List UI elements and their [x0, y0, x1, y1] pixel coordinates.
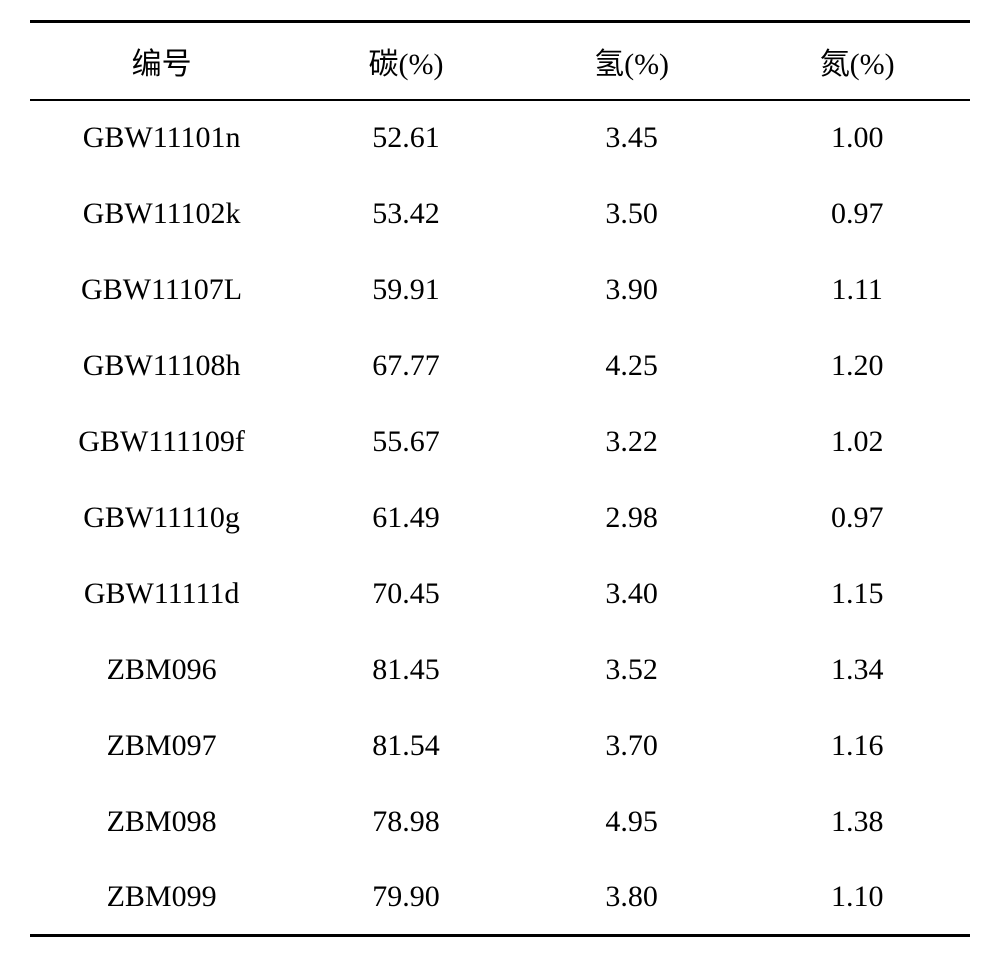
cell-id: ZBM098 [30, 784, 293, 860]
data-table: 编号 碳(%) 氢(%) 氮(%) GBW11101n 52.61 3.45 1… [30, 20, 970, 937]
table-row: GBW11108h 67.77 4.25 1.20 [30, 328, 970, 404]
col-header-hydrogen: 氢(%) [519, 22, 745, 100]
cell-id: ZBM096 [30, 632, 293, 708]
col-header-id: 编号 [30, 22, 293, 100]
cell-id: GBW111109f [30, 404, 293, 480]
cell-hydrogen: 3.70 [519, 708, 745, 784]
cell-hydrogen: 3.80 [519, 860, 745, 936]
table-row: GBW11102k 53.42 3.50 0.97 [30, 176, 970, 252]
cell-nitrogen: 0.97 [744, 176, 970, 252]
table-row: GBW111109f 55.67 3.22 1.02 [30, 404, 970, 480]
table-head: 编号 碳(%) 氢(%) 氮(%) [30, 22, 970, 100]
cell-id: ZBM097 [30, 708, 293, 784]
cell-nitrogen: 1.20 [744, 328, 970, 404]
cell-hydrogen: 3.52 [519, 632, 745, 708]
cell-id: GBW11110g [30, 480, 293, 556]
cell-carbon: 61.49 [293, 480, 519, 556]
cell-nitrogen: 1.02 [744, 404, 970, 480]
cell-id: GBW11102k [30, 176, 293, 252]
cell-carbon: 79.90 [293, 860, 519, 936]
cell-nitrogen: 1.38 [744, 784, 970, 860]
cell-hydrogen: 3.50 [519, 176, 745, 252]
cell-id: GBW11108h [30, 328, 293, 404]
cell-carbon: 53.42 [293, 176, 519, 252]
table-row: ZBM098 78.98 4.95 1.38 [30, 784, 970, 860]
cell-hydrogen: 2.98 [519, 480, 745, 556]
data-table-container: 编号 碳(%) 氢(%) 氮(%) GBW11101n 52.61 3.45 1… [30, 20, 970, 937]
table-row: ZBM097 81.54 3.70 1.16 [30, 708, 970, 784]
table-row: GBW11111d 70.45 3.40 1.15 [30, 556, 970, 632]
table-row: ZBM099 79.90 3.80 1.10 [30, 860, 970, 936]
table-row: ZBM096 81.45 3.52 1.34 [30, 632, 970, 708]
cell-nitrogen: 1.34 [744, 632, 970, 708]
cell-id: GBW11107L [30, 252, 293, 328]
table-row: GBW11101n 52.61 3.45 1.00 [30, 100, 970, 176]
cell-nitrogen: 1.10 [744, 860, 970, 936]
cell-id: GBW11111d [30, 556, 293, 632]
table-row: GBW11110g 61.49 2.98 0.97 [30, 480, 970, 556]
cell-nitrogen: 1.16 [744, 708, 970, 784]
table-body: GBW11101n 52.61 3.45 1.00 GBW11102k 53.4… [30, 100, 970, 936]
cell-nitrogen: 1.00 [744, 100, 970, 176]
cell-id: ZBM099 [30, 860, 293, 936]
cell-id: GBW11101n [30, 100, 293, 176]
cell-carbon: 52.61 [293, 100, 519, 176]
cell-hydrogen: 4.25 [519, 328, 745, 404]
cell-carbon: 81.45 [293, 632, 519, 708]
cell-carbon: 67.77 [293, 328, 519, 404]
cell-carbon: 81.54 [293, 708, 519, 784]
cell-hydrogen: 3.40 [519, 556, 745, 632]
table-row: GBW11107L 59.91 3.90 1.11 [30, 252, 970, 328]
col-header-carbon: 碳(%) [293, 22, 519, 100]
cell-hydrogen: 4.95 [519, 784, 745, 860]
cell-carbon: 78.98 [293, 784, 519, 860]
cell-carbon: 55.67 [293, 404, 519, 480]
col-header-nitrogen: 氮(%) [744, 22, 970, 100]
cell-nitrogen: 0.97 [744, 480, 970, 556]
cell-nitrogen: 1.15 [744, 556, 970, 632]
cell-nitrogen: 1.11 [744, 252, 970, 328]
cell-carbon: 70.45 [293, 556, 519, 632]
cell-hydrogen: 3.90 [519, 252, 745, 328]
header-row: 编号 碳(%) 氢(%) 氮(%) [30, 22, 970, 100]
cell-carbon: 59.91 [293, 252, 519, 328]
cell-hydrogen: 3.45 [519, 100, 745, 176]
cell-hydrogen: 3.22 [519, 404, 745, 480]
